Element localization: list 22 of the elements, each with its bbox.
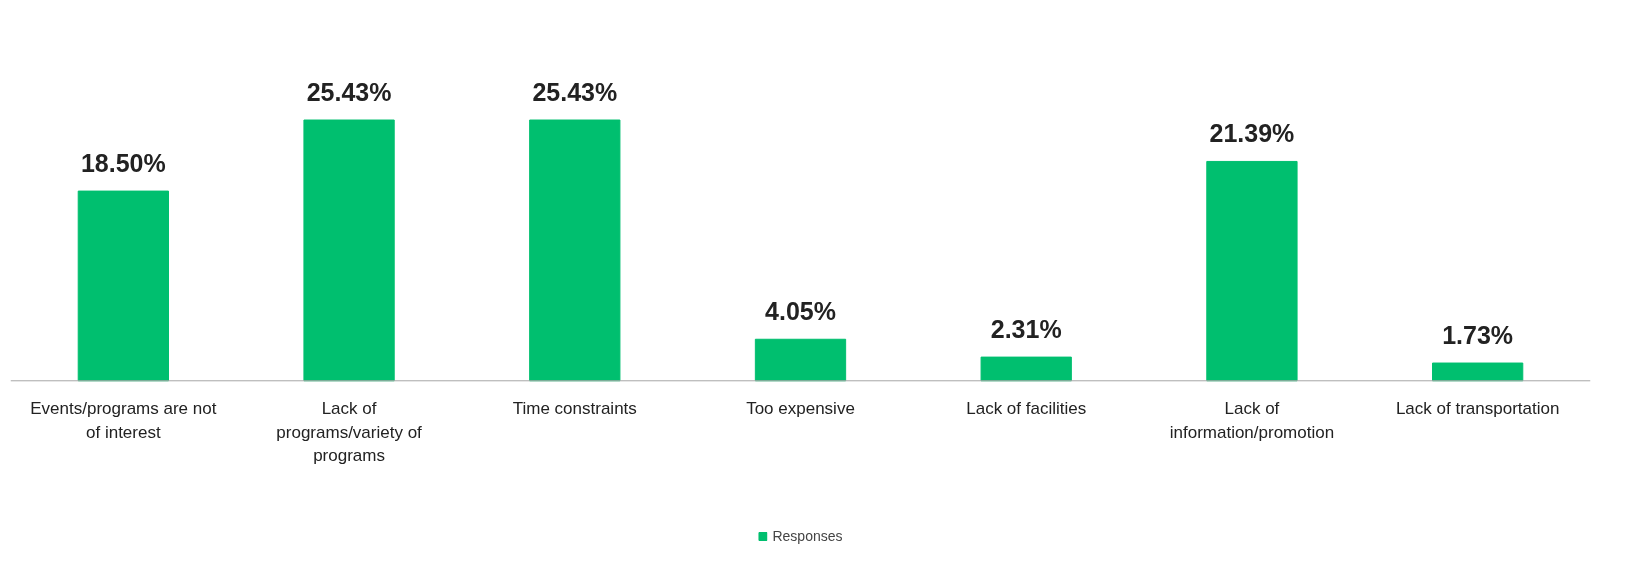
data-label: 25.43% bbox=[532, 78, 618, 107]
bar bbox=[303, 119, 395, 382]
bar bbox=[1206, 160, 1298, 382]
x-tick-label: Lack of facilities bbox=[966, 398, 1087, 418]
data-label: 2.31% bbox=[990, 315, 1062, 344]
data-label: 4.05% bbox=[765, 297, 836, 326]
data-label: 21.39% bbox=[1209, 119, 1295, 148]
x-tick-label: Events/programs are not of interest bbox=[30, 398, 217, 442]
x-tick-label: Lack of information/promotion bbox=[1169, 398, 1335, 442]
x-tick-label: Lack of programs/variety of programs bbox=[276, 398, 423, 466]
bar bbox=[1432, 362, 1524, 382]
bar bbox=[529, 119, 621, 382]
data-label: 25.43% bbox=[306, 78, 392, 107]
bar bbox=[754, 338, 847, 382]
bar bbox=[77, 190, 169, 382]
bar bbox=[980, 356, 1072, 382]
x-tick-label: Too expensive bbox=[746, 398, 855, 418]
x-tick-label: Lack of transportation bbox=[1395, 398, 1560, 418]
data-label: 18.50% bbox=[80, 149, 166, 178]
data-label: 1.73% bbox=[1442, 321, 1514, 350]
x-tick-label: Time constraints bbox=[512, 398, 637, 418]
legend-label: Responses bbox=[772, 528, 843, 544]
